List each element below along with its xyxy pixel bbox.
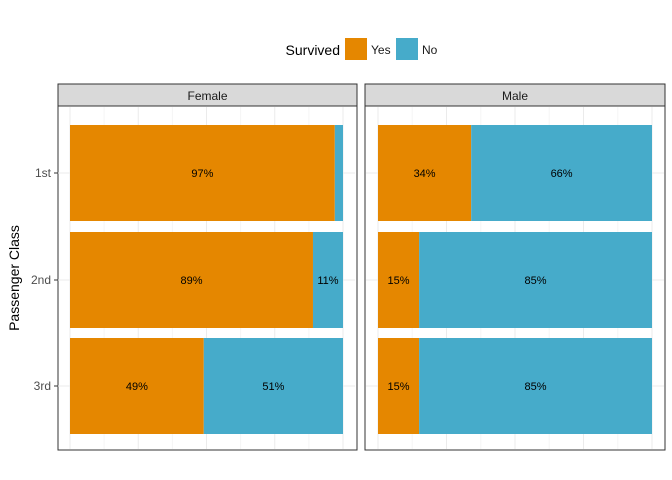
bar-label-male-1st-no: 66%	[551, 168, 573, 180]
bar-male-2nd-yes	[378, 232, 420, 328]
bar-female-2nd-no	[312, 232, 343, 328]
bar-male-1st-yes	[378, 125, 472, 221]
bar-label-male-1st-yes: 34%	[414, 168, 436, 180]
strip-label-male: Male	[502, 89, 528, 103]
bar-label-male-3rd-yes: 15%	[388, 381, 410, 393]
legend: Survived Yes No	[286, 38, 438, 60]
y-tick-label-2nd: 2nd	[31, 273, 51, 287]
bar-label-female-2nd-yes: 89%	[180, 275, 202, 287]
bar-male-2nd-no	[419, 232, 652, 328]
bar-male-3rd-no	[419, 338, 652, 434]
bars-female: 97% 89% 11% 49% 51%	[70, 125, 343, 434]
panel-male: Male 34% 66% 15% 85% 15% 85%	[364, 83, 666, 451]
bar-female-1st-yes	[70, 125, 335, 221]
legend-swatch-no	[396, 38, 418, 60]
bars-male: 34% 66% 15% 85% 15% 85%	[378, 125, 652, 434]
bar-label-female-1st-yes: 97%	[191, 168, 213, 180]
bar-female-3rd-no	[203, 338, 343, 434]
bar-label-female-3rd-no: 51%	[262, 381, 284, 393]
bar-label-male-3rd-no: 85%	[525, 381, 547, 393]
bar-male-1st-no	[471, 125, 652, 221]
strip-label-female: Female	[187, 89, 227, 103]
y-axis: 1st 2nd 3rd	[31, 166, 58, 393]
y-tick-label-3rd: 3rd	[34, 379, 51, 393]
legend-title: Survived	[286, 42, 340, 58]
panel-female: Female 97% 89% 11% 49% 51%	[57, 83, 358, 451]
bar-female-3rd-yes	[70, 338, 204, 434]
y-axis-title: Passenger Class	[6, 225, 22, 331]
legend-swatch-yes	[345, 38, 367, 60]
bar-label-male-2nd-no: 85%	[525, 275, 547, 287]
legend-label-no: No	[422, 43, 438, 57]
bar-label-male-2nd-yes: 15%	[388, 275, 410, 287]
bar-male-3rd-yes	[378, 338, 420, 434]
bar-female-2nd-yes	[70, 232, 313, 328]
y-tick-label-1st: 1st	[35, 166, 52, 180]
bar-label-female-3rd-yes: 49%	[126, 381, 148, 393]
legend-label-yes: Yes	[371, 43, 391, 57]
bar-female-1st-no	[334, 125, 343, 221]
bar-label-female-2nd-no: 11%	[317, 275, 338, 287]
